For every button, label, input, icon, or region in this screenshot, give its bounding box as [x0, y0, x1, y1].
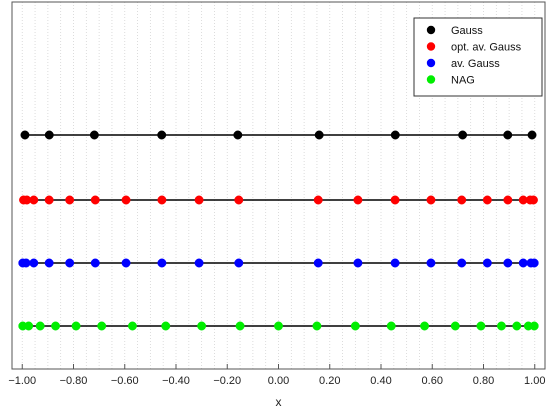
- x-tick-label: −0.20: [213, 375, 241, 387]
- series-point: [44, 130, 54, 140]
- series-point: [234, 195, 244, 205]
- legend-marker: [426, 75, 436, 84]
- series-point: [21, 258, 31, 268]
- x-axis-title: x: [276, 395, 282, 409]
- legend: Gauss opt. av. Gauss av. Gauss NAG: [413, 17, 543, 97]
- legend-marker: [426, 42, 436, 51]
- series-point: [353, 195, 363, 205]
- series-point: [518, 258, 528, 268]
- series-1: [19, 195, 538, 205]
- x-tick-label: 0.80: [473, 375, 494, 387]
- series-point: [527, 130, 537, 140]
- legend-label: Gauss: [451, 25, 483, 37]
- series-point: [450, 321, 460, 331]
- x-tick-label: 0.00: [268, 375, 289, 387]
- series-point: [313, 258, 323, 268]
- series-point: [426, 195, 436, 205]
- legend-label: av. Gauss: [451, 58, 500, 70]
- series-point: [234, 258, 244, 268]
- series-point: [89, 130, 99, 140]
- series-point: [350, 321, 360, 331]
- series-point: [457, 195, 467, 205]
- series-point: [29, 258, 39, 268]
- series-point: [503, 195, 513, 205]
- series-point: [65, 258, 75, 268]
- series-2: [18, 258, 539, 268]
- series-layer: [18, 130, 539, 331]
- series-point: [90, 258, 100, 268]
- series-point: [157, 195, 167, 205]
- series-point: [476, 321, 486, 331]
- series-point: [529, 321, 539, 331]
- series-point: [457, 258, 467, 268]
- x-tick-label: −0.60: [111, 375, 139, 387]
- x-tick-label: 0.40: [370, 375, 391, 387]
- series-point: [127, 321, 137, 331]
- legend-marker: [426, 58, 436, 68]
- series-point: [65, 195, 75, 205]
- legend-label: opt. av. Gauss: [451, 42, 522, 54]
- series-point: [458, 130, 468, 140]
- series-0: [20, 130, 537, 140]
- series-point: [197, 321, 207, 331]
- series-point: [235, 321, 245, 331]
- series-point: [157, 130, 167, 140]
- series-point: [35, 321, 45, 331]
- series-point: [121, 258, 131, 268]
- series-point: [121, 195, 131, 205]
- series-point: [194, 258, 204, 268]
- series-point: [90, 195, 100, 205]
- series-point: [312, 321, 322, 331]
- grid-lines: [21, 2, 536, 369]
- series-point: [426, 258, 436, 268]
- legend-marker: [426, 25, 436, 35]
- x-tick-label: 1.00: [524, 375, 545, 387]
- series-point: [20, 130, 30, 140]
- series-point: [482, 195, 492, 205]
- x-tick-label: −0.40: [162, 375, 190, 387]
- series-point: [233, 130, 243, 140]
- x-axis-ticks: −1.00 −0.80 −0.60 −0.40 −0.20 0.00 0.20 0.40 0.6…: [8, 364, 545, 387]
- series-point: [274, 321, 283, 331]
- series-point: [529, 195, 538, 205]
- x-tick-label: 0.60: [422, 375, 443, 387]
- series-point: [482, 258, 492, 268]
- series-point: [44, 195, 54, 205]
- legend-box: [413, 17, 543, 97]
- series-point: [51, 321, 61, 331]
- series-point: [71, 321, 81, 331]
- series-point: [386, 321, 396, 331]
- series-point: [314, 130, 324, 140]
- series-point: [29, 195, 39, 205]
- series-point: [512, 321, 522, 331]
- series-point: [390, 195, 400, 205]
- x-tick-label: −1.00: [8, 375, 36, 387]
- series-point: [390, 258, 400, 268]
- series-point: [24, 321, 34, 331]
- series-point: [44, 258, 54, 268]
- series-point: [496, 321, 506, 331]
- series-point: [353, 258, 363, 268]
- x-tick-label: 0.20: [319, 375, 340, 387]
- series-point: [161, 321, 171, 331]
- series-point: [503, 258, 513, 268]
- series-point: [529, 258, 539, 268]
- series-point: [390, 130, 400, 140]
- series-point: [420, 321, 430, 331]
- series-point: [313, 195, 323, 205]
- series-point: [97, 321, 107, 331]
- legend-label: NAG: [451, 75, 475, 87]
- series-point: [503, 130, 513, 140]
- series-3: [18, 321, 539, 331]
- series-point: [157, 258, 167, 268]
- series-point: [194, 195, 204, 205]
- x-tick-label: −0.80: [60, 375, 88, 387]
